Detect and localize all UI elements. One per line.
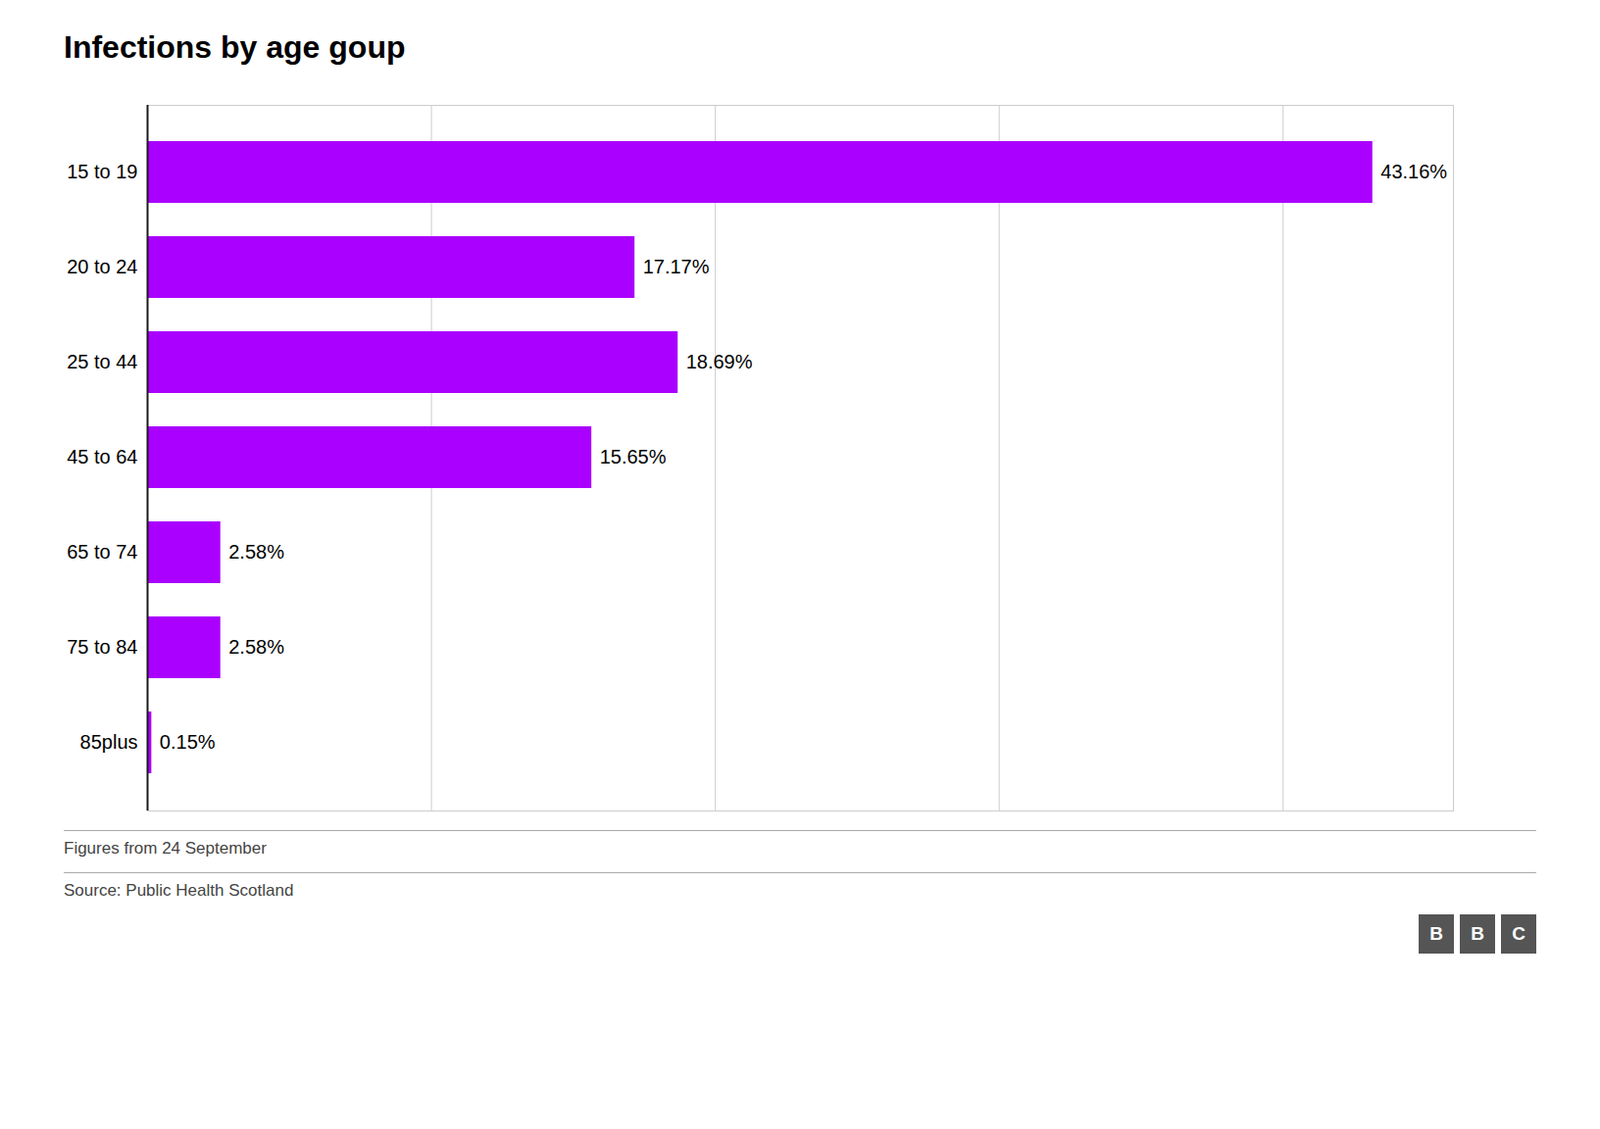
svg-text:45 to 64: 45 to 64 xyxy=(66,446,138,468)
html-text:B: B xyxy=(1429,923,1444,945)
svg-text:85plus: 85plus xyxy=(80,731,139,753)
svg-text:18.69%: 18.69% xyxy=(686,350,753,373)
svg-text:2.58%: 2.58% xyxy=(228,636,285,658)
html-text:C: C xyxy=(1511,923,1526,945)
svg-text:43.16%: 43.16% xyxy=(1380,160,1448,183)
html-text:B: B xyxy=(1470,923,1485,945)
svg-text:75 to 84: 75 to 84 xyxy=(66,636,138,658)
html-text:Figures from 24 September: Figures from 24 September xyxy=(63,839,267,858)
svg-text:15 to 19: 15 to 19 xyxy=(66,160,138,183)
svg-text:0.15%: 0.15% xyxy=(159,731,216,753)
svg-text:25 to 44: 25 to 44 xyxy=(66,350,138,373)
html-text:Infections by age goup: Infections by age goup xyxy=(63,29,406,65)
svg-text:17.17%: 17.17% xyxy=(643,255,710,278)
svg-text:65 to 74: 65 to 74 xyxy=(66,541,138,563)
svg-text:2.58%: 2.58% xyxy=(228,541,285,563)
svg-text:20 to 24: 20 to 24 xyxy=(66,255,138,278)
html-text:Source: Public Health Scotland: Source: Public Health Scotland xyxy=(63,881,294,900)
svg-text:15.65%: 15.65% xyxy=(600,446,667,468)
